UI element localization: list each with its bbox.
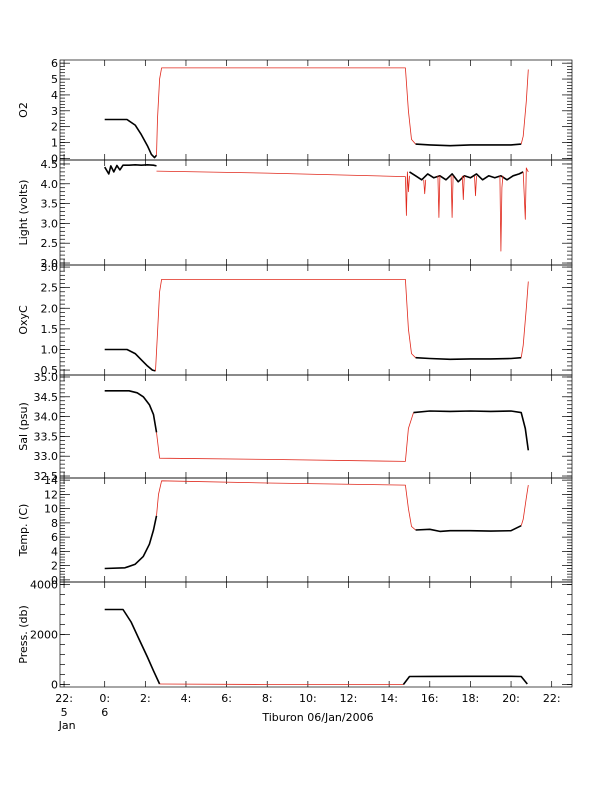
panel-5-series-4 <box>520 485 529 526</box>
panel-3-series-3 <box>415 356 522 361</box>
panel-4-ylabel: Sal (psu) <box>17 402 30 451</box>
x-tick-label: 20: <box>502 692 520 705</box>
panel-4-ytick-label: 34.5 <box>34 391 59 404</box>
x-tick-label: 2: <box>140 692 151 705</box>
panel-4-ytick-label: 34.0 <box>34 411 59 424</box>
x-tick-label: 16: <box>421 692 439 705</box>
panel-2-series-6 <box>450 175 454 218</box>
panel-1-ytick-label: 0 <box>51 152 58 165</box>
x-tick-label: 8: <box>262 692 273 705</box>
panel-1-ylabel: O2 <box>17 102 30 118</box>
panel-2-frame <box>59 159 573 266</box>
panel-2-ytick-label: 3.0 <box>41 217 59 230</box>
x-tick-label: 14: <box>380 692 398 705</box>
panel-2-series-8 <box>474 175 477 197</box>
panel-2-ytick-label: 4.5 <box>41 158 59 171</box>
panel-1-ytick-label: 1 <box>51 137 58 150</box>
panel-3-ytick-label: 1.0 <box>41 343 59 356</box>
x-day-label: Jan <box>58 719 76 732</box>
panel-1-series-3 <box>415 143 522 147</box>
panel-3-series-1 <box>104 348 156 372</box>
chart-caption: Tiburon 06/Jan/2006 <box>261 711 373 724</box>
panel-5-ytick-label: 2 <box>51 560 58 573</box>
panel-1-ytick-label: 5 <box>51 73 58 86</box>
panel-1-ytick-label: 3 <box>51 105 58 118</box>
panel-5-ytick-label: 8 <box>51 517 58 530</box>
panel-3-ytick-label: 0.5 <box>41 364 59 377</box>
panel-2-series-7 <box>461 175 465 201</box>
panel-5-series-1 <box>104 515 158 570</box>
panel-6-series-1 <box>104 608 161 685</box>
panel-1-series-4 <box>520 69 529 145</box>
panel-1-series-2 <box>156 67 416 156</box>
panel-3-ytick-label: 1.5 <box>41 323 59 336</box>
panel-5-ytick-label: 14 <box>44 474 58 487</box>
panel-6-ytick-label: 4000 <box>30 579 58 592</box>
panel-5-series-2 <box>156 480 416 531</box>
panel-3-series-2 <box>155 278 416 371</box>
x-day-label: 5 <box>61 706 68 719</box>
panel-5-ylabel: Temp. (C) <box>17 504 30 558</box>
panel-5-ytick-label: 6 <box>51 531 58 544</box>
panel-6-ytick-label: 0 <box>51 679 58 692</box>
panel-6-series-2 <box>159 683 404 685</box>
panel-6-ylabel: Press. (db) <box>17 605 30 664</box>
x-tick-label: 10: <box>299 692 317 705</box>
panel-4-series-2 <box>156 412 414 462</box>
panel-5-frame <box>59 477 573 583</box>
panel-2-ylabel: Light (volts) <box>17 180 30 246</box>
x-day-label: 6 <box>101 706 108 719</box>
panel-2-series-5 <box>437 175 441 218</box>
panel-4-ytick-label: 32.5 <box>34 470 59 483</box>
panel-2-series-10 <box>522 167 529 220</box>
panel-5-ytick-label: 4 <box>51 545 58 558</box>
panel-2-series-9 <box>499 175 504 252</box>
panel-4-ytick-label: 33.5 <box>34 430 59 443</box>
x-tick-label: 0: <box>99 692 110 705</box>
panel-5-ytick-label: 10 <box>44 503 58 516</box>
panel-3-ytick-label: 3.0 <box>41 261 59 274</box>
panel-3-ytick-label: 2.5 <box>41 282 59 295</box>
panel-3-series-4 <box>520 281 529 358</box>
x-tick-label: 22: <box>543 692 561 705</box>
panel-5-ytick-label: 0 <box>51 574 58 587</box>
panel-2-series-2 <box>156 170 410 216</box>
panel-2-ytick-label: 2.5 <box>41 237 59 250</box>
panel-1-ytick-label: 2 <box>51 121 58 134</box>
panel-1-ytick-label: 4 <box>51 89 58 102</box>
x-tick-label: 18: <box>462 692 480 705</box>
panel-3-ylabel: OxyC <box>17 305 30 335</box>
panel-2-series-3 <box>409 171 524 183</box>
panel-2-ytick-label: 3.5 <box>41 198 59 211</box>
panel-2-ytick-label: 2.0 <box>41 257 59 270</box>
panel-2-series-4 <box>423 179 427 195</box>
x-tick-label: 4: <box>181 692 192 705</box>
x-tick-label: 6: <box>221 692 232 705</box>
x-tick-label: 22: <box>55 692 73 705</box>
panel-4-ytick-label: 35.0 <box>34 371 59 384</box>
panel-4-series-1 <box>104 389 158 433</box>
panel-2-ytick-label: 4.0 <box>41 178 59 191</box>
panel-5-series-3 <box>415 524 522 533</box>
panel-2-series-1 <box>104 164 157 175</box>
panel-6-series-3 <box>402 675 528 685</box>
x-tick-label: 12: <box>340 692 358 705</box>
panel-4-ytick-label: 33.0 <box>34 450 59 463</box>
panel-4-frame <box>59 374 573 479</box>
panel-1-series-1 <box>104 118 158 159</box>
panel-6-ytick-label: 2000 <box>30 629 58 642</box>
panel-4-series-3 <box>413 410 530 451</box>
panel-1-ytick-label: 6 <box>51 57 58 70</box>
panel-5-ytick-label: 12 <box>44 488 58 501</box>
panel-3-ytick-label: 2.0 <box>41 302 59 315</box>
